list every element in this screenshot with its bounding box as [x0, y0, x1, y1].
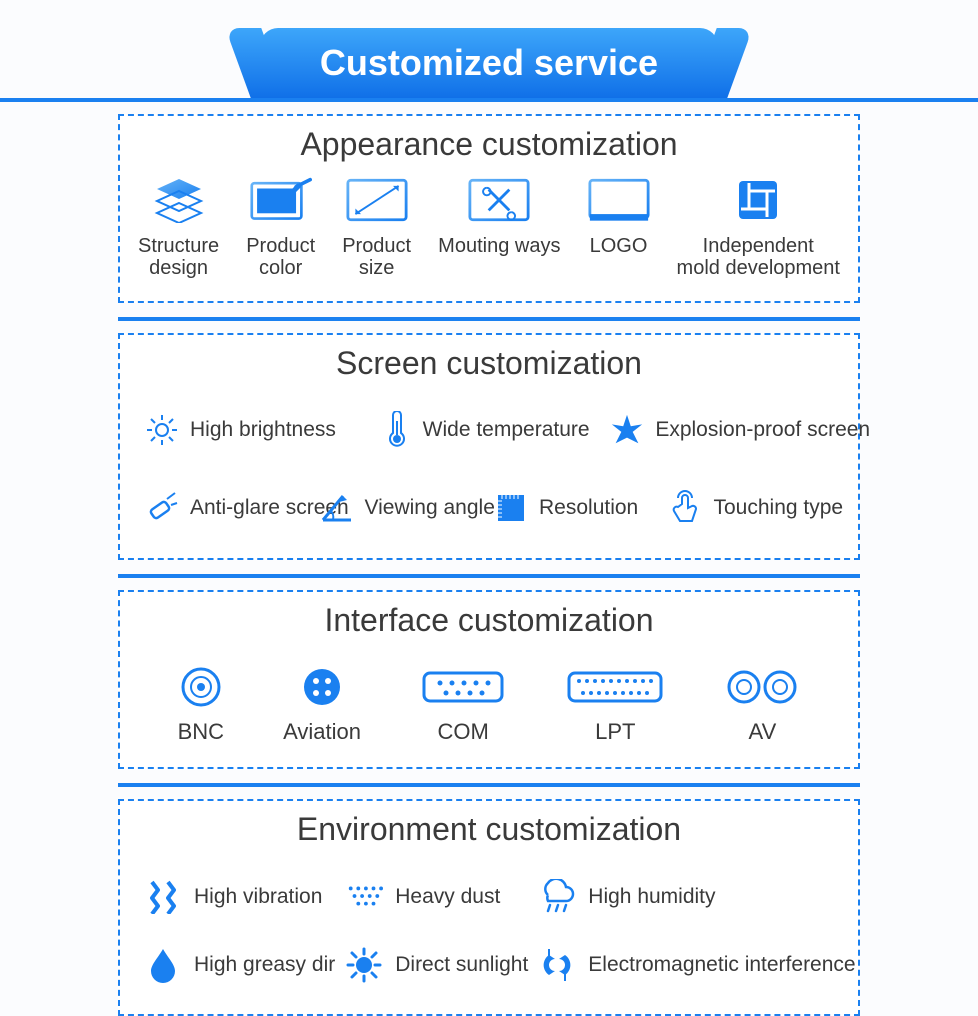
screen-item-touch: Touching type — [668, 490, 835, 526]
interface-item-av: AV — [724, 663, 800, 745]
env-item-vibration: High vibration — [144, 878, 335, 916]
item-label: Wide temperature — [423, 418, 590, 442]
screen-item-temperature: Wide temperature — [377, 412, 602, 448]
section-title: Appearance customization — [138, 126, 840, 163]
size-icon — [346, 175, 408, 225]
item-label: Productsize — [342, 235, 411, 279]
item-label: LOGO — [590, 235, 648, 257]
banner-title: Customized service — [320, 42, 658, 83]
appearance-item-mounting: Mouting ways — [438, 175, 560, 257]
screen-item-resolution: Resolution — [493, 490, 660, 526]
item-label: Explosion-proof screen — [655, 418, 870, 442]
divider — [118, 574, 860, 578]
divider — [118, 783, 860, 787]
antiglare-icon — [144, 490, 180, 526]
section-screen: Screen customization High brightness — [118, 333, 860, 560]
interface-item-lpt: LPT — [565, 663, 665, 745]
screen-item-brightness: High brightness — [144, 412, 369, 448]
appearance-item-color: Productcolor — [246, 175, 315, 279]
divider — [118, 317, 860, 321]
banner-underline — [0, 98, 978, 102]
item-label: Direct sunlight — [395, 953, 528, 977]
appearance-item-mold: Independentmold development — [677, 175, 840, 279]
aviation-icon — [300, 663, 344, 711]
env-item-emi: Electromagnetic interference — [538, 946, 855, 984]
item-label: BNC — [178, 719, 224, 745]
appearance-item-structure: Structuredesign — [138, 175, 219, 279]
item-label: High brightness — [190, 418, 336, 442]
banner-wrap: Customized service — [0, 0, 978, 98]
screen-item-explosion: Explosion-proof screen — [609, 412, 834, 448]
com-icon — [420, 663, 506, 711]
appearance-row: Structuredesign Productcolor — [138, 175, 840, 279]
env-item-dust: Heavy dust — [345, 878, 528, 916]
interface-item-aviation: Aviation — [283, 663, 361, 745]
item-label: High vibration — [194, 885, 322, 909]
item-label: Touching type — [714, 496, 844, 520]
logo-icon — [588, 175, 650, 225]
screen-grid: High brightness Wide temperature — [138, 394, 840, 536]
interface-item-bnc: BNC — [178, 663, 224, 745]
interface-row: BNC Aviation — [138, 651, 840, 745]
item-label: LPT — [595, 719, 635, 745]
layers-icon — [148, 175, 210, 225]
section-title: Interface customization — [138, 602, 840, 639]
item-label: COM — [437, 719, 488, 745]
item-label: Resolution — [539, 496, 638, 520]
sunlight-icon — [345, 946, 383, 984]
item-label: Independentmold development — [677, 235, 840, 279]
item-label: High greasy dir — [194, 953, 335, 977]
appearance-item-logo: LOGO — [588, 175, 650, 257]
humidity-icon — [538, 878, 576, 916]
section-title: Screen customization — [138, 345, 840, 382]
item-label: Viewing angle — [365, 496, 495, 520]
thermometer-icon — [377, 412, 413, 448]
section-interface: Interface customization BNC — [118, 590, 860, 769]
env-item-sunlight: Direct sunlight — [345, 946, 528, 984]
resolution-icon — [493, 490, 529, 526]
interface-item-com: COM — [420, 663, 506, 745]
dust-icon — [345, 878, 383, 916]
section-appearance: Appearance customization Structuredesign — [118, 114, 860, 303]
emi-icon — [538, 946, 576, 984]
grease-icon — [144, 946, 182, 984]
explosion-icon — [609, 412, 645, 448]
av-icon — [724, 663, 800, 711]
section-environment: Environment customization High vibration — [118, 799, 860, 1016]
item-label: Structuredesign — [138, 235, 219, 279]
angle-icon — [319, 490, 355, 526]
bnc-icon — [179, 663, 223, 711]
touch-icon — [668, 490, 704, 526]
lpt-icon — [565, 663, 665, 711]
mold-icon — [727, 175, 789, 225]
banner: Customized service — [260, 28, 718, 98]
item-label: High humidity — [588, 885, 715, 909]
color-icon — [250, 175, 312, 225]
appearance-item-size: Productsize — [342, 175, 411, 279]
environment-grid: High vibration Heavy dust — [138, 860, 840, 992]
item-label: Mouting ways — [438, 235, 560, 257]
item-label: AV — [749, 719, 777, 745]
env-item-humidity: High humidity — [538, 878, 855, 916]
mounting-icon — [468, 175, 530, 225]
item-label: Aviation — [283, 719, 361, 745]
screen-item-angle: Viewing angle — [319, 490, 486, 526]
item-label: Electromagnetic interference — [588, 953, 855, 977]
page-root: Customized service Appearance customizat… — [0, 0, 978, 1016]
section-title: Environment customization — [138, 811, 840, 848]
item-label: Heavy dust — [395, 885, 500, 909]
vibration-icon — [144, 878, 182, 916]
screen-item-antiglare: Anti-glare screen — [144, 490, 311, 526]
item-label: Productcolor — [246, 235, 315, 279]
env-item-grease: High greasy dir — [144, 946, 335, 984]
brightness-icon — [144, 412, 180, 448]
